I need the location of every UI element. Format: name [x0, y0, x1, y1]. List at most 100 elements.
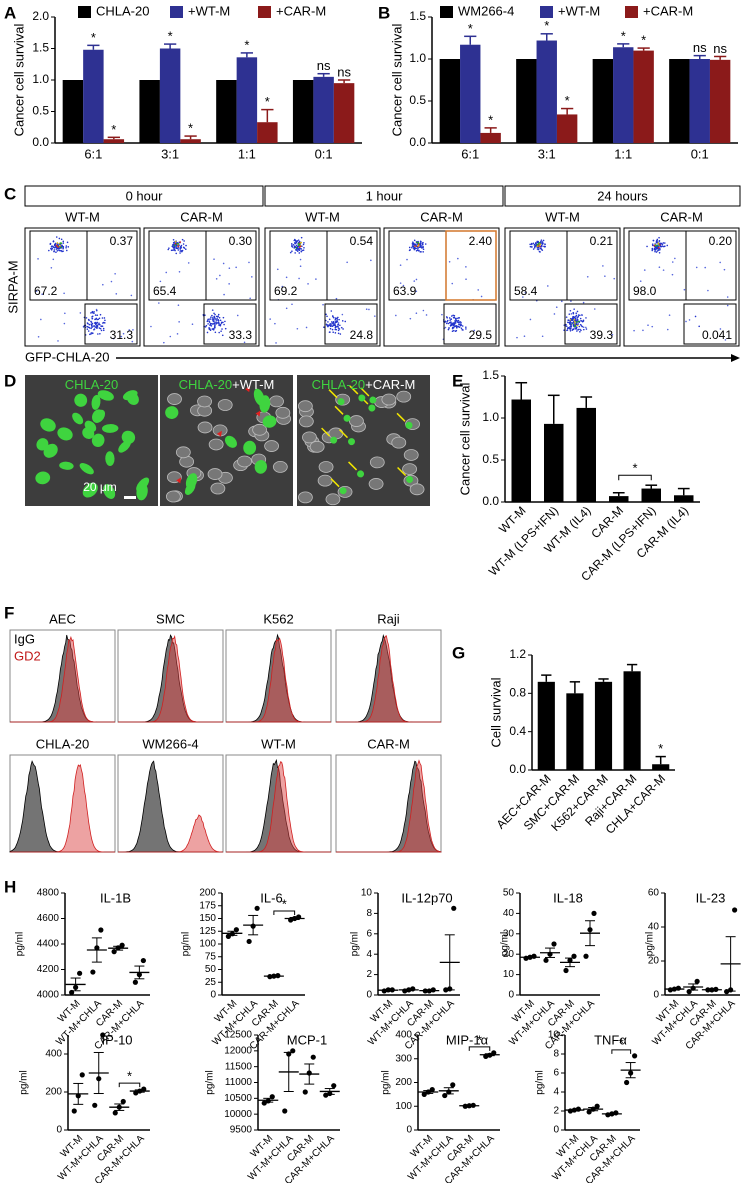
y-tick-label: 10000 — [224, 1109, 252, 1120]
event-dot — [413, 247, 416, 249]
data-point — [132, 979, 138, 985]
event-dot — [175, 244, 178, 247]
arrow — [245, 386, 251, 393]
data-point — [246, 938, 252, 945]
gfp-cell — [126, 392, 139, 405]
event-dot — [269, 318, 271, 320]
event-dot — [91, 316, 93, 318]
event-dot — [452, 329, 455, 332]
y-tick-label: 150 — [199, 913, 216, 924]
event-dot — [652, 239, 655, 242]
event-dot — [53, 250, 55, 253]
event-dot — [60, 249, 63, 252]
event-dot — [571, 319, 574, 322]
event-dot — [300, 250, 303, 253]
event-dot — [95, 317, 98, 320]
event-dot — [529, 245, 532, 248]
event-dot — [303, 242, 305, 244]
event-dot — [56, 242, 59, 244]
event-dot — [91, 326, 94, 328]
y-tick-label: 20 — [648, 956, 660, 967]
event-dot — [337, 329, 340, 332]
event-dot — [707, 289, 709, 292]
event-dot — [370, 259, 372, 262]
arrow — [396, 412, 406, 422]
event-dot — [251, 276, 253, 278]
event-dot — [454, 321, 456, 324]
gate — [685, 230, 737, 301]
gate-value: 65.4 — [153, 284, 177, 298]
data-point — [254, 905, 260, 911]
event-dot — [453, 316, 455, 319]
legend-label: +WT-M — [558, 3, 600, 18]
event-dot — [336, 319, 339, 321]
cell — [175, 446, 191, 459]
y-axis-label: pg/ml — [500, 932, 511, 956]
event-dot — [49, 242, 52, 245]
event-dot — [204, 314, 206, 316]
x-axis-label: GFP-CHLA-20 — [25, 349, 110, 364]
event-dot — [331, 323, 333, 325]
gate — [205, 230, 257, 301]
event-dot — [216, 317, 218, 320]
event-dot — [456, 317, 458, 320]
y-axis-label: pg/ml — [15, 932, 26, 956]
data-point — [571, 953, 577, 959]
arrow — [349, 385, 359, 395]
chart-title: IL-1B — [100, 890, 131, 905]
timepoint-box — [264, 185, 504, 207]
event-dot — [115, 293, 118, 295]
event-dot — [120, 335, 123, 338]
x-tick-label: 6:1 — [84, 146, 102, 161]
event-dot — [89, 333, 91, 336]
event-dot — [459, 321, 461, 323]
gate-value: 33.3 — [229, 328, 253, 342]
event-dot — [209, 323, 212, 326]
event-dot — [298, 277, 300, 280]
y-tick-label: 11000 — [225, 1077, 253, 1088]
significance-bracket — [118, 1082, 141, 1088]
event-dot — [417, 247, 419, 250]
data-point — [732, 907, 738, 913]
event-dot — [658, 251, 661, 254]
y-tick-label: 0 — [508, 990, 514, 1001]
event-dot — [567, 319, 570, 321]
event-dot — [82, 325, 85, 328]
event-dot — [413, 280, 416, 282]
y-tick-label: 0.0 — [482, 494, 499, 508]
event-dot — [570, 300, 572, 302]
event-dot — [285, 307, 288, 310]
event-dot — [412, 243, 415, 245]
legend-label: GD2 — [14, 648, 41, 663]
legend-swatch — [78, 6, 91, 18]
bar — [623, 671, 641, 770]
event-dot — [577, 314, 580, 316]
data-point — [140, 957, 146, 964]
event-dot — [294, 252, 296, 254]
event-dot — [685, 320, 687, 323]
event-dot — [462, 329, 464, 331]
scale-bar-label: 20 μm — [83, 480, 117, 494]
y-tick-label: 0.5 — [32, 104, 49, 118]
scale-bar — [124, 496, 136, 499]
event-dot — [567, 327, 569, 329]
event-dot — [457, 325, 460, 328]
event-dot — [299, 258, 302, 261]
event-dot — [301, 245, 303, 247]
event-dot — [460, 327, 463, 330]
bar — [633, 50, 654, 143]
gfp-cell — [165, 406, 179, 419]
event-dot — [326, 324, 329, 326]
data-point — [77, 970, 83, 976]
event-dot — [480, 295, 483, 298]
timepoint-label: 1 hour — [366, 188, 404, 203]
event-dot — [99, 313, 102, 316]
event-dot — [555, 306, 558, 309]
event-dot — [330, 321, 333, 323]
event-dot — [585, 317, 587, 319]
event-dot — [296, 327, 299, 330]
bar — [537, 681, 555, 770]
event-dot — [291, 303, 293, 306]
event-dot — [647, 324, 649, 327]
